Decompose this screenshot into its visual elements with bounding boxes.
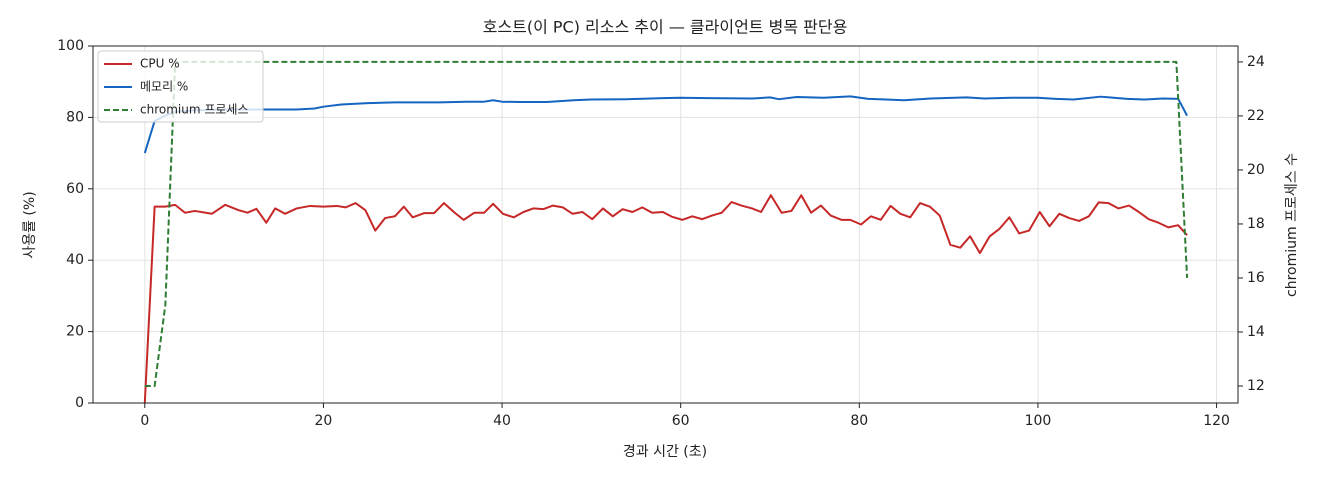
y2-tick-label: 18 bbox=[1247, 216, 1265, 232]
y2-tick-label: 16 bbox=[1247, 270, 1265, 286]
x-tick-label: 120 bbox=[1203, 413, 1230, 429]
legend-label: 메모리 % bbox=[140, 80, 188, 94]
y-tick-label: 40 bbox=[66, 252, 84, 268]
y-tick-label: 100 bbox=[57, 38, 84, 54]
y2-tick-label: 24 bbox=[1247, 54, 1265, 70]
x-tick-label: 0 bbox=[140, 413, 149, 429]
y2-tick-label: 14 bbox=[1247, 324, 1265, 340]
y-tick-label: 60 bbox=[66, 181, 84, 197]
legend-label: chromium 프로세스 bbox=[140, 103, 249, 117]
plot-frame bbox=[92, 45, 1239, 404]
chart-title: 호스트(이 PC) 리소스 추이 — 클라이언트 병목 판단용 bbox=[483, 18, 848, 37]
legend-label: CPU % bbox=[140, 57, 180, 71]
x-tick-label: 20 bbox=[315, 413, 333, 429]
y2-tick-label: 20 bbox=[1247, 162, 1265, 178]
y2-tick-label: 22 bbox=[1247, 108, 1265, 124]
x-axis-label: 경과 시간 (초) bbox=[623, 444, 707, 460]
y-tick-label: 20 bbox=[66, 324, 84, 340]
x-tick-label: 80 bbox=[850, 413, 868, 429]
y-axis-label: 사용률 (%) bbox=[22, 191, 38, 258]
x-tick-label: 60 bbox=[672, 413, 690, 429]
series-line bbox=[143, 194, 1188, 404]
y2-axis-label: chromium 프로세스 수 bbox=[1284, 153, 1300, 297]
legend-box bbox=[97, 50, 264, 123]
series-line bbox=[143, 95, 1188, 154]
y-tick-label: 80 bbox=[66, 109, 84, 125]
x-tick-label: 100 bbox=[1025, 413, 1052, 429]
y-tick-label: 0 bbox=[75, 395, 84, 411]
y2-tick-label: 12 bbox=[1247, 378, 1265, 394]
x-tick-label: 40 bbox=[493, 413, 511, 429]
